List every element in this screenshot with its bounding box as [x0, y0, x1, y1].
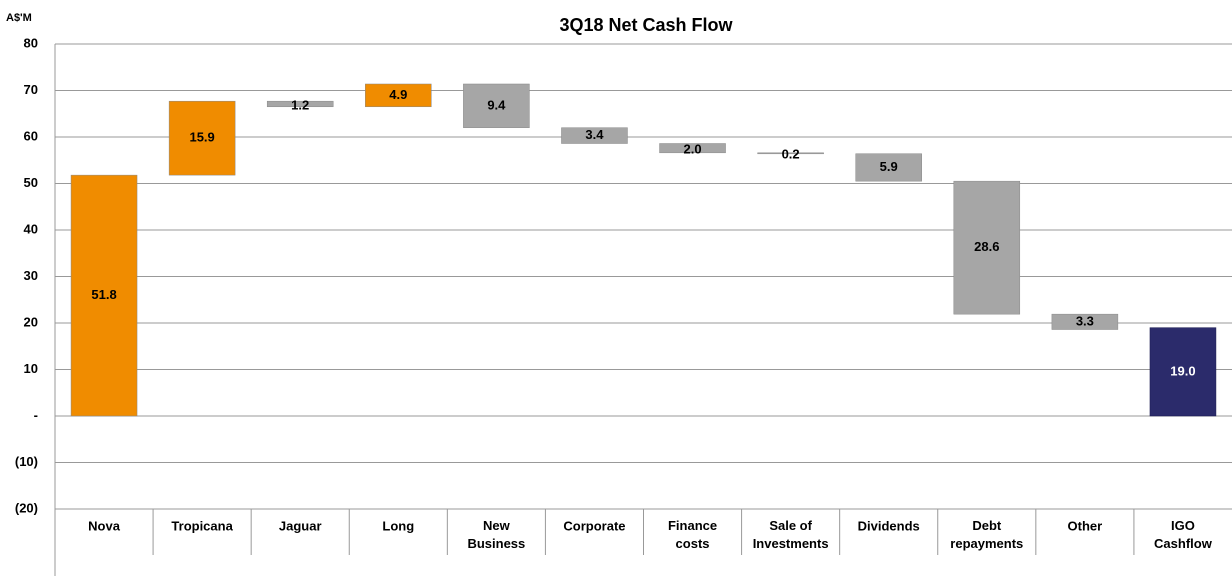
x-tick-label: Long	[382, 518, 414, 533]
value-label: 4.9	[389, 87, 407, 102]
value-label: 51.8	[91, 287, 116, 302]
value-label: 19.0	[1170, 363, 1195, 378]
bar	[365, 83, 432, 108]
bar	[70, 174, 138, 417]
bar	[1051, 313, 1119, 330]
y-tick-label: 10	[24, 361, 38, 376]
y-tick-label: 80	[24, 35, 38, 50]
x-tick-label: Debt repayments	[950, 518, 1023, 551]
x-tick-label: Other	[1068, 518, 1103, 533]
y-tick-label: (10)	[15, 454, 38, 469]
value-label: 0.2	[782, 147, 800, 162]
value-label: 15.9	[189, 130, 214, 145]
value-label: 1.2	[291, 97, 309, 112]
bar	[1149, 327, 1217, 417]
x-tick-label: Dividends	[858, 518, 920, 533]
bar	[266, 100, 334, 108]
value-label: 28.6	[974, 239, 999, 254]
y-tick-label: 40	[24, 221, 38, 236]
x-tick-label: New Business	[467, 518, 525, 551]
bar	[659, 143, 726, 154]
x-tick-label: Nova	[88, 518, 121, 533]
y-axis-label: A$'M	[6, 12, 32, 24]
bar	[463, 83, 530, 128]
x-tick-label: Corporate	[563, 518, 625, 533]
y-tick-label: 50	[24, 175, 38, 190]
y-tick-label: -	[34, 407, 38, 422]
bar	[168, 100, 236, 176]
x-tick-label: IGO Cashflow	[1154, 518, 1213, 551]
bar	[855, 153, 922, 182]
x-tick-label: Tropicana	[171, 518, 233, 533]
bar	[757, 152, 824, 155]
chart-title: 3Q18 Net Cash Flow	[559, 15, 733, 35]
value-label: 9.4	[487, 97, 506, 112]
bar	[561, 127, 628, 144]
x-tick-label: Jaguar	[279, 518, 322, 533]
y-tick-label: 60	[24, 128, 38, 143]
y-tick-label: (20)	[15, 500, 38, 515]
y-tick-label: 20	[24, 314, 38, 329]
value-label: 3.3	[1076, 313, 1094, 328]
x-tick-label: Sale of Investments	[753, 518, 829, 551]
value-label: 2.0	[684, 142, 702, 157]
value-label: 3.4	[585, 127, 604, 142]
bar	[953, 180, 1021, 315]
x-tick-label: Finance costs	[668, 518, 717, 551]
y-tick-label: 70	[24, 82, 38, 97]
value-label: 5.9	[880, 159, 898, 174]
y-tick-label: 30	[24, 268, 38, 283]
